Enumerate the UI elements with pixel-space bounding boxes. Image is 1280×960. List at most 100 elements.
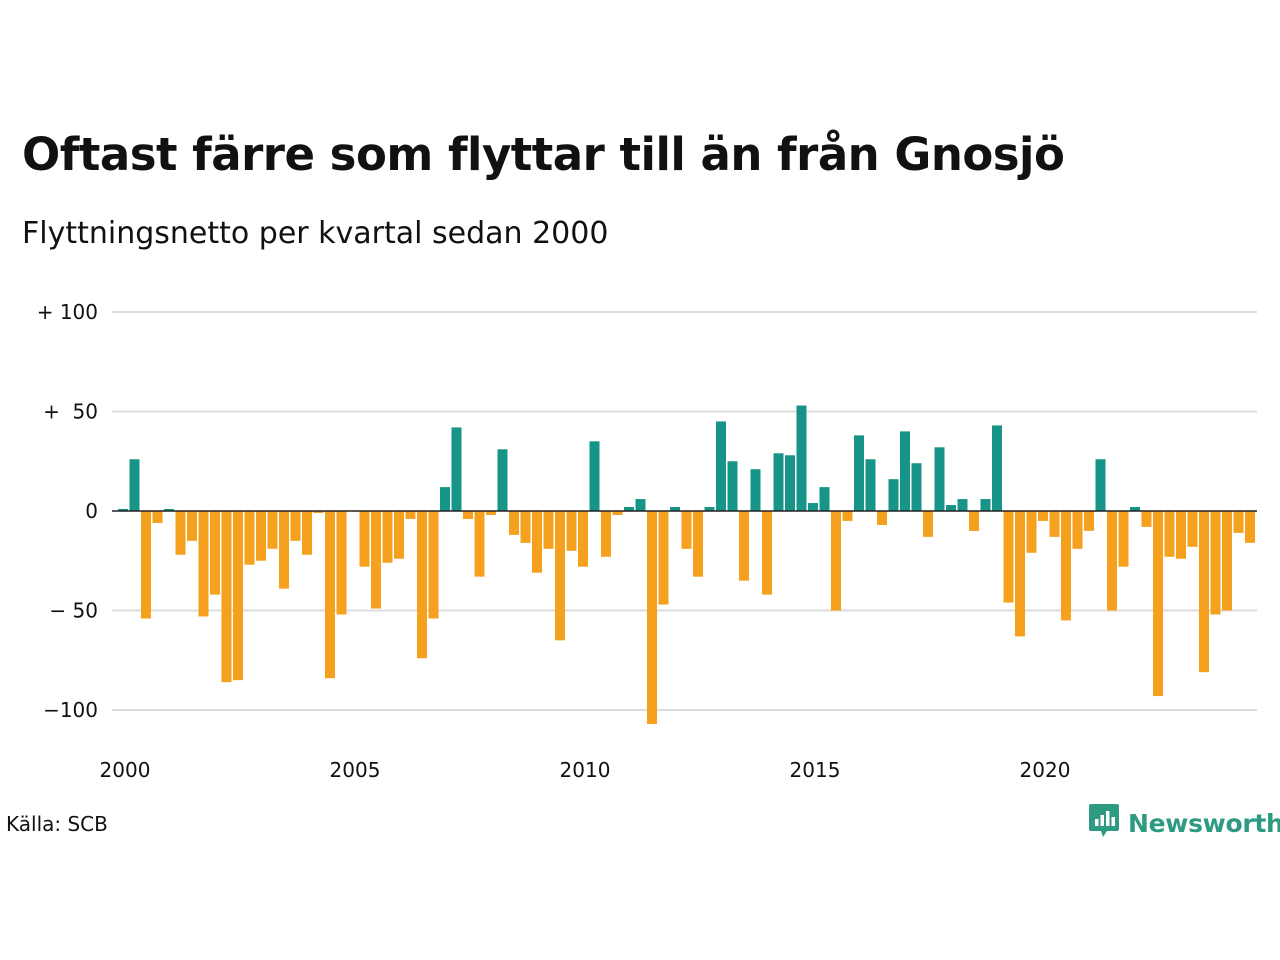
bar — [451, 427, 462, 511]
bar — [1187, 511, 1198, 547]
bar — [486, 511, 496, 515]
bar — [463, 511, 473, 519]
bar — [325, 511, 335, 679]
bar — [152, 511, 163, 523]
bar — [1072, 511, 1083, 549]
bar — [1118, 511, 1129, 567]
bar — [267, 511, 278, 549]
bar — [681, 511, 692, 549]
bar — [854, 435, 864, 511]
y-axis-labels: + 100 + 50 0 − 50 −100 — [37, 300, 98, 722]
bar — [693, 511, 703, 577]
bar — [221, 511, 232, 683]
bar — [773, 453, 784, 511]
bar — [290, 511, 301, 541]
y-tick-label: + 50 — [43, 400, 98, 424]
bars — [118, 405, 1255, 724]
bar — [796, 405, 807, 511]
bar — [1153, 511, 1163, 697]
bar — [923, 511, 933, 537]
bar — [279, 511, 289, 589]
bar — [865, 459, 876, 511]
bar — [1141, 511, 1152, 527]
bar — [704, 507, 715, 511]
bar — [1210, 511, 1221, 615]
y-tick-label: −100 — [43, 698, 98, 722]
chart-subtitle: Flyttningsnetto per kvartal sedan 2000 — [22, 216, 609, 251]
bar — [647, 511, 657, 724]
bar — [336, 511, 347, 615]
bar — [1061, 511, 1071, 621]
bar — [934, 447, 945, 511]
bar — [1084, 511, 1094, 531]
bar — [497, 449, 508, 511]
newsworthy-logo-icon — [1088, 803, 1120, 843]
bar — [658, 511, 669, 605]
bar — [394, 511, 404, 559]
bar — [831, 511, 841, 611]
x-tick-label: 2015 — [790, 758, 841, 782]
bar — [256, 511, 266, 561]
bar — [969, 511, 979, 531]
bar — [302, 511, 312, 555]
bar — [980, 499, 991, 511]
y-tick-label: 0 — [85, 499, 98, 523]
bar — [842, 511, 853, 521]
bar — [589, 441, 600, 511]
bar — [750, 469, 761, 511]
bar — [992, 425, 1002, 511]
x-tick-label: 2020 — [1020, 758, 1071, 782]
bar — [417, 511, 427, 659]
bar — [819, 487, 830, 511]
bar — [566, 511, 577, 551]
chart-title: Oftast färre som flyttar till än från Gn… — [22, 128, 1065, 181]
bar — [164, 509, 174, 511]
bar — [739, 511, 749, 581]
x-tick-label: 2010 — [560, 758, 611, 782]
bar — [520, 511, 531, 543]
bar — [612, 511, 623, 515]
source-note: Källa: SCB — [6, 812, 108, 836]
bar — [474, 511, 485, 577]
bar — [1245, 511, 1255, 543]
bar — [624, 507, 634, 511]
bar — [1164, 511, 1175, 557]
bar — [555, 511, 565, 641]
bar — [1015, 511, 1025, 637]
x-tick-label: 2005 — [330, 758, 381, 782]
bar — [635, 499, 646, 511]
bar — [946, 505, 956, 511]
bar — [578, 511, 588, 567]
bar — [187, 511, 197, 541]
bar — [428, 511, 439, 619]
bar — [1003, 511, 1014, 603]
bar — [1199, 511, 1209, 673]
bar — [1233, 511, 1244, 533]
x-tick-label: 2000 — [100, 758, 151, 782]
bar — [1026, 511, 1037, 553]
bar — [601, 511, 611, 557]
bar — [129, 459, 140, 511]
bar — [543, 511, 554, 549]
bar — [532, 511, 542, 573]
bar — [1038, 511, 1048, 521]
bar — [808, 503, 818, 511]
bar — [440, 487, 450, 511]
newsworthy-logo: Newsworthy — [1088, 803, 1280, 843]
bar — [509, 511, 519, 535]
bar — [1049, 511, 1060, 537]
bar — [210, 511, 220, 595]
x-axis-labels: 2000 2005 2010 2015 2020 — [100, 758, 1071, 782]
bar — [716, 421, 726, 511]
bar — [727, 461, 738, 511]
bar — [141, 511, 151, 619]
bar — [762, 511, 772, 595]
bar — [785, 455, 795, 511]
bar — [1222, 511, 1232, 611]
bar — [1107, 511, 1117, 611]
bar — [405, 511, 416, 519]
bar — [359, 511, 370, 567]
bar — [888, 479, 899, 511]
bar — [198, 511, 209, 617]
